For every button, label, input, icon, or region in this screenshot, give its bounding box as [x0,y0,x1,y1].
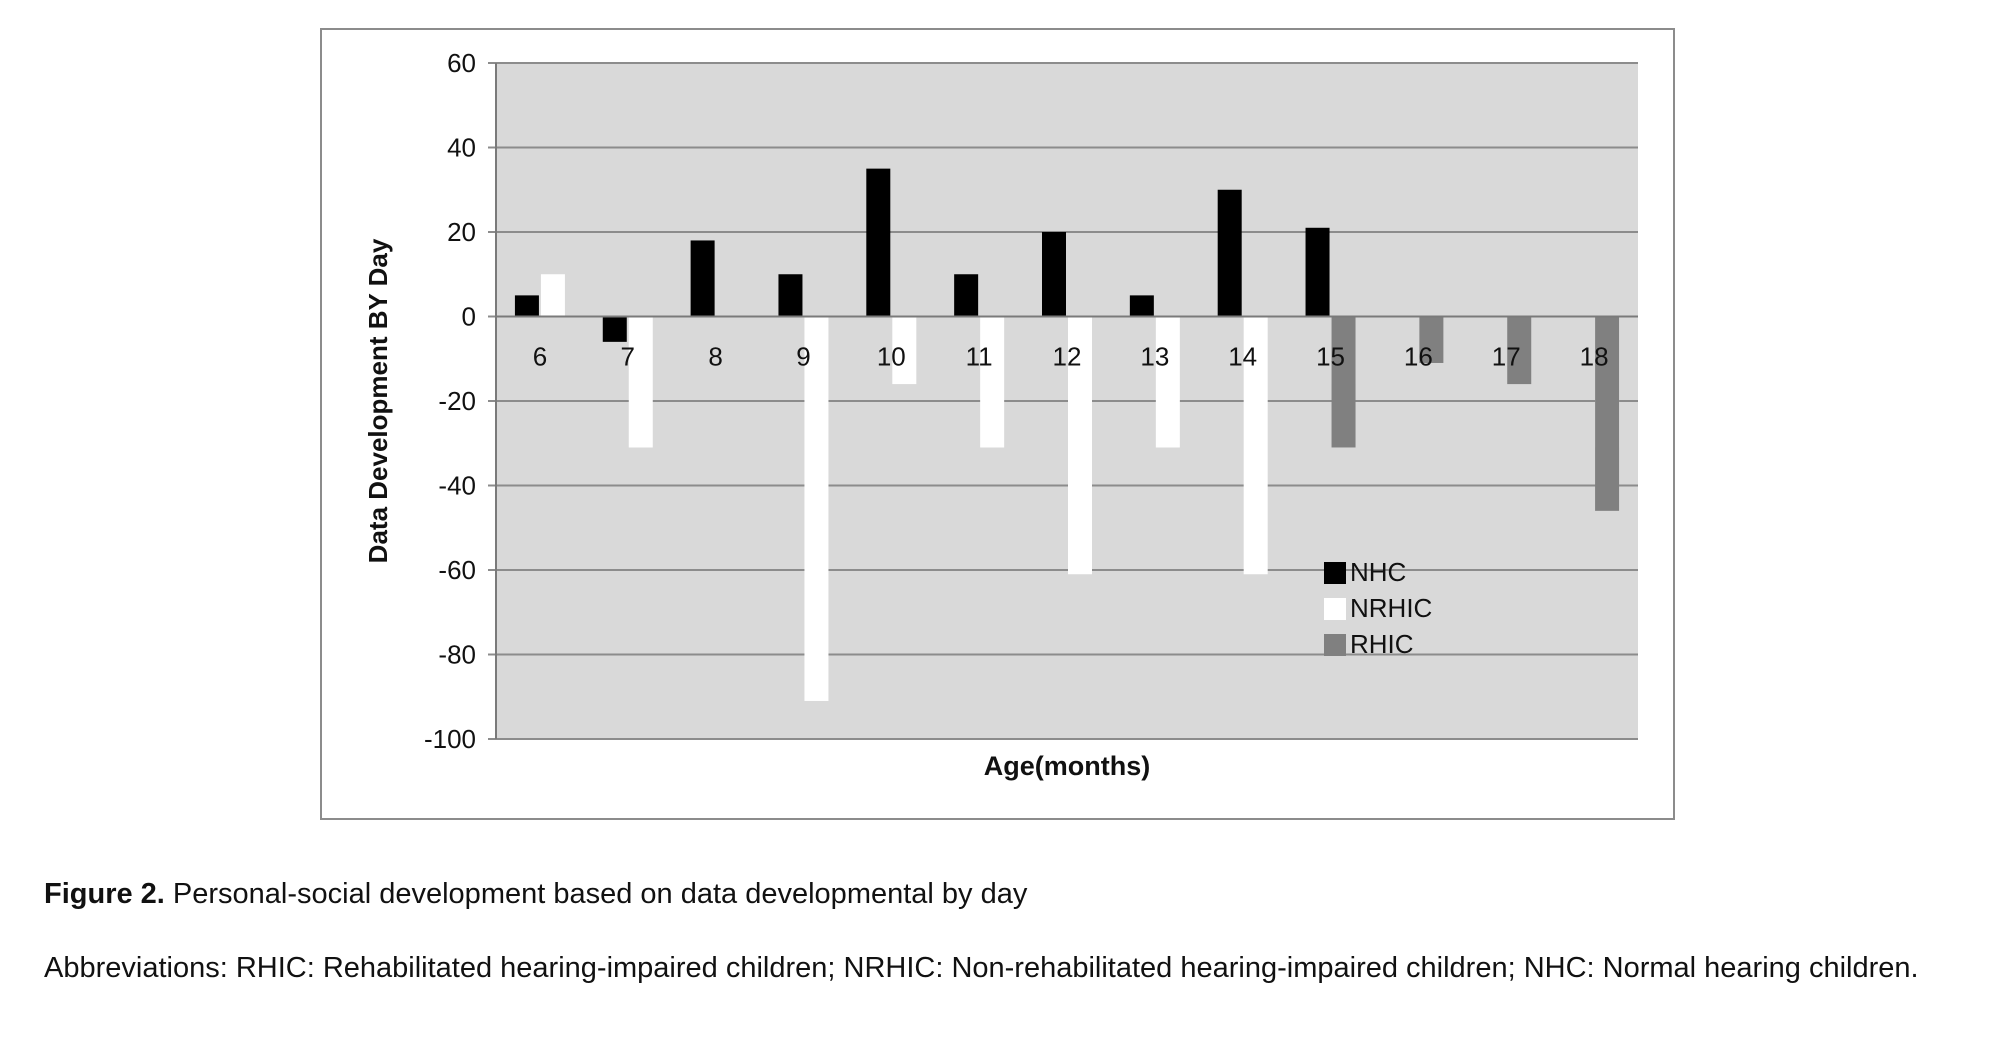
legend-swatch-nhc [1324,562,1346,584]
x-tick-label: 7 [621,342,635,372]
x-tick-label: 17 [1492,342,1521,372]
y-tick-label: -20 [438,386,476,416]
bar-nhc [690,240,715,317]
bar-rhic [1419,316,1444,363]
y-tick-label: -60 [438,555,476,585]
bar-nhc [1305,227,1330,317]
figure-title: Personal-social development based on dat… [164,878,1028,910]
legend-swatch-nrhic [1324,598,1346,620]
bar-nhc [954,274,979,317]
y-tick-label: -80 [438,640,476,670]
bar-nrhic [1243,316,1268,575]
bar-nhc [602,316,627,342]
bar-chart: 60 40 20 0 -20 -40 -60 -80 -100 6 7 8 9 10 11 12 13 14 15 1… [363,48,1638,781]
x-tick-label: 16 [1404,342,1433,372]
x-tick-label: 18 [1580,342,1609,372]
bar-nrhic [628,316,653,448]
bar-nrhic [540,274,565,317]
abbreviations-note: Abbreviations: RHIC: Rehabilitated heari… [44,952,1919,984]
y-tick-label: 60 [447,48,476,78]
y-tick-label: -100 [424,724,476,754]
bar-nhc [778,274,803,317]
chart-frame: 60 40 20 0 -20 -40 -60 -80 -100 6 7 8 9 10 11 12 13 14 15 1… [320,28,1675,820]
bar-nrhic [1068,316,1092,575]
bar-nrhic [892,316,917,385]
x-tick-label: 11 [966,342,993,372]
y-tick-label: 20 [447,217,476,247]
bar-nrhic [804,316,829,701]
x-tick-label: 10 [877,342,906,372]
bar-rhic [1595,316,1620,511]
bar-nrhic [980,316,1005,448]
legend-label-rhic: RHIC [1350,629,1414,659]
bar-nhc [514,295,539,317]
bar-nhc [1217,189,1242,317]
y-axis-title: Data Development BY Day [363,238,393,563]
x-tick-label: 6 [533,342,547,372]
bar-nhc [1042,232,1066,317]
x-tick-label: 9 [796,342,810,372]
figure-caption: Figure 2. Personal-social development ba… [44,874,1027,914]
y-tick-label: 0 [462,302,476,332]
figure-label: Figure 2. [44,878,165,910]
legend-label-nhc: NHC [1350,557,1406,587]
bar-nhc [866,168,891,317]
y-tick-label: 40 [447,133,476,163]
legend-label-nrhic: NRHIC [1350,593,1432,623]
y-tick-label: -40 [438,471,476,501]
bar-rhic [1331,316,1356,448]
x-tick-label: 13 [1140,342,1169,372]
bar-rhic [1507,316,1532,385]
x-tick-label: 14 [1228,342,1257,372]
bar-nhc [1129,295,1154,317]
x-tick-label: 8 [708,342,722,372]
x-tick-label: 12 [1053,342,1082,372]
x-tick-label: 15 [1316,342,1345,372]
legend-swatch-rhic [1324,634,1346,656]
bar-nrhic [1155,316,1180,448]
x-axis-title: Age(months) [984,751,1150,781]
